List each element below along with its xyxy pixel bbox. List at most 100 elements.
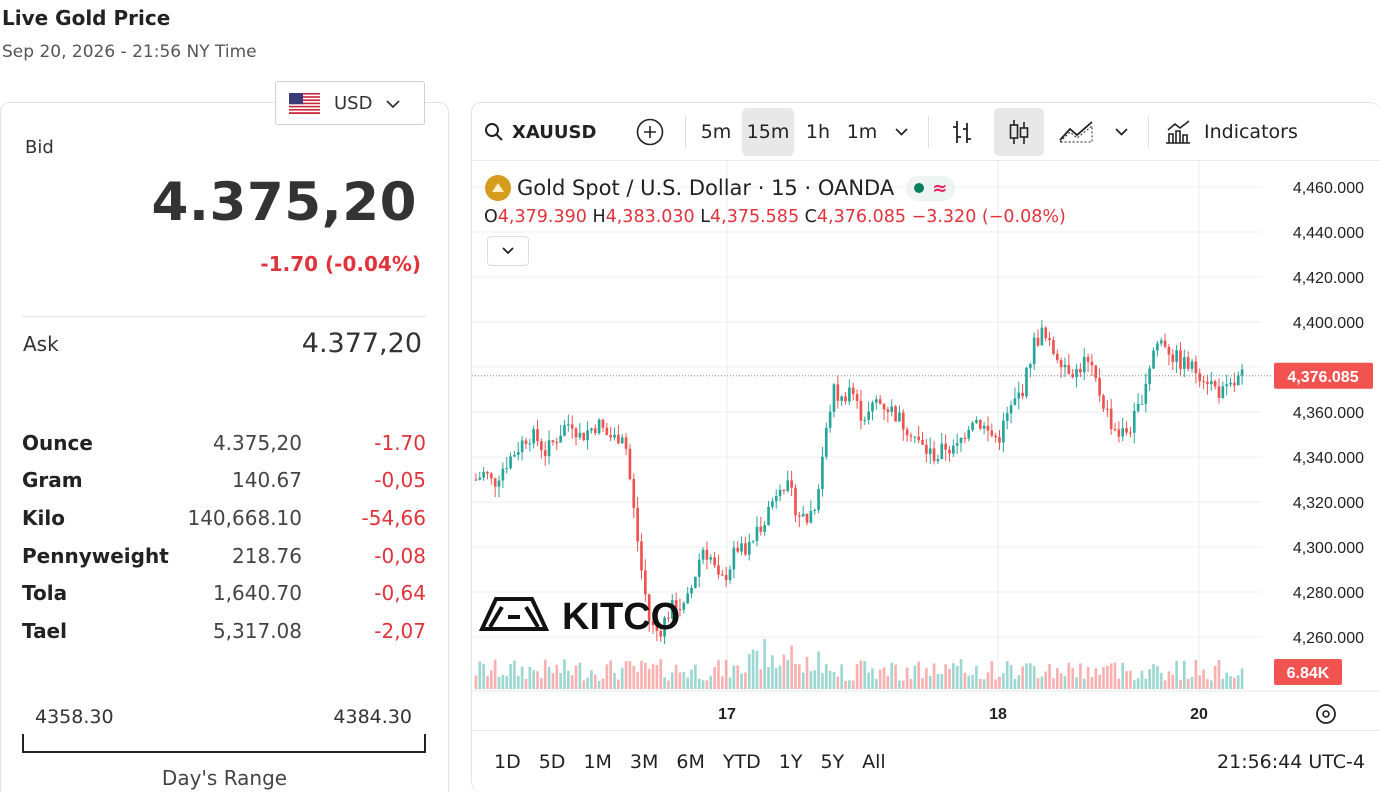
chart-type-dropdown[interactable] — [1108, 108, 1134, 156]
volume-bar — [582, 680, 586, 689]
candle-body — [478, 477, 482, 480]
volume-bar — [609, 660, 612, 689]
candle-body — [1082, 356, 1086, 373]
candle-body — [740, 543, 743, 552]
volume-bar — [1186, 678, 1190, 689]
range-all[interactable]: All — [862, 751, 886, 773]
settings-gear-icon[interactable] — [1316, 704, 1336, 724]
volume-bar — [805, 656, 809, 689]
interval-dropdown[interactable] — [888, 108, 914, 156]
volume-bar — [1086, 666, 1090, 689]
indicators-button[interactable]: Indicators — [1164, 108, 1309, 156]
interval-1h[interactable]: 1h — [805, 121, 831, 143]
volume-bar — [670, 672, 674, 689]
range-1y[interactable]: 1Y — [778, 751, 803, 773]
candle-body — [882, 403, 886, 410]
market-status[interactable]: ≈ — [906, 175, 956, 201]
ask-label: Ask — [23, 332, 59, 356]
candle-body — [1167, 346, 1171, 355]
realtime-icon: ≈ — [932, 177, 948, 199]
volume-bar — [701, 680, 705, 689]
candle-body — [1186, 357, 1190, 369]
volume-bar — [1071, 668, 1074, 689]
volume-bar — [1163, 680, 1167, 689]
currency-select[interactable]: USD — [275, 81, 425, 125]
volume-bar — [490, 670, 493, 689]
area-chart-icon — [1058, 120, 1094, 144]
candle-body — [709, 557, 713, 560]
candle-body — [778, 489, 782, 497]
candle-body — [694, 576, 697, 588]
range-1m[interactable]: 1M — [583, 751, 612, 773]
volume-bar — [663, 677, 666, 689]
legend-collapse-button[interactable] — [487, 236, 529, 266]
interval-1m[interactable]: 1m — [846, 121, 878, 143]
candle-body — [559, 435, 562, 443]
volume-bar — [1017, 675, 1021, 689]
area-style-button[interactable] — [1054, 108, 1098, 156]
volume-bar — [1055, 667, 1059, 689]
range-6m[interactable]: 6M — [676, 751, 705, 773]
volume-bar — [1140, 670, 1144, 689]
volume-bar — [713, 667, 716, 689]
candle-body — [644, 570, 647, 595]
candle-body — [994, 435, 997, 438]
compare-add-button[interactable] — [634, 108, 666, 156]
candle-body — [744, 543, 747, 555]
candle-body — [967, 429, 971, 439]
candle-body — [905, 429, 909, 436]
bar-style-button[interactable] — [942, 108, 982, 156]
range-3m[interactable]: 3M — [629, 751, 659, 773]
candle-body — [486, 471, 489, 474]
volume-bar — [532, 670, 535, 689]
volume-bar — [540, 678, 543, 689]
volume-bar — [628, 661, 632, 689]
chart-clock[interactable]: 21:56:44 UTC-4 — [1217, 751, 1365, 773]
candle-body — [886, 409, 890, 412]
candle-body — [724, 575, 728, 581]
candle-body — [1025, 367, 1028, 397]
unit-name: Tola — [22, 581, 68, 606]
volume-bar — [1040, 676, 1044, 689]
candle-body — [844, 396, 847, 402]
candle-body — [875, 399, 878, 403]
range-ytd[interactable]: YTD — [722, 751, 761, 773]
volume-bar — [959, 659, 963, 689]
volume-bar — [501, 674, 505, 689]
volume-bar — [1082, 678, 1086, 689]
divider — [1148, 116, 1149, 148]
volume-bar — [570, 675, 574, 689]
candle-body — [1032, 337, 1036, 365]
candle-body — [1194, 361, 1198, 374]
divider — [685, 116, 686, 148]
interval-15m[interactable]: 15m — [742, 108, 794, 156]
volume-bar — [1125, 671, 1128, 689]
candle-body — [794, 487, 797, 516]
last-price-tag — [1274, 362, 1373, 389]
interval-5m[interactable]: 5m — [700, 121, 732, 143]
volume-bar — [809, 671, 813, 689]
unit-change: -2,07 — [374, 618, 426, 643]
candle-body — [925, 444, 928, 454]
chevron-down-icon — [386, 93, 401, 114]
kitco-logo-icon — [478, 597, 550, 631]
candle-body — [628, 448, 632, 480]
candle-body — [713, 557, 716, 566]
candles-style-button[interactable] — [994, 108, 1044, 156]
candle-body — [917, 436, 920, 440]
range-1d[interactable]: 1D — [494, 751, 521, 773]
range-5y[interactable]: 5Y — [820, 751, 845, 773]
candle-body — [1036, 337, 1040, 346]
candle-body — [1098, 378, 1101, 396]
range-5d[interactable]: 5D — [538, 751, 566, 773]
candle-body — [609, 435, 612, 438]
volume-bar — [1029, 663, 1032, 689]
volume-bar — [1202, 669, 1205, 689]
symbol-search[interactable]: XAUUSD — [484, 108, 602, 156]
price-chart[interactable]: 4,460.000 4,440.000 4,420.000 4,400.000 4,36… — [472, 161, 1380, 730]
unit-change: -1.70 — [374, 430, 426, 455]
candle-body — [697, 559, 701, 577]
volume-bar — [998, 676, 1001, 689]
candle-body — [963, 437, 967, 439]
candle-body — [490, 473, 493, 479]
